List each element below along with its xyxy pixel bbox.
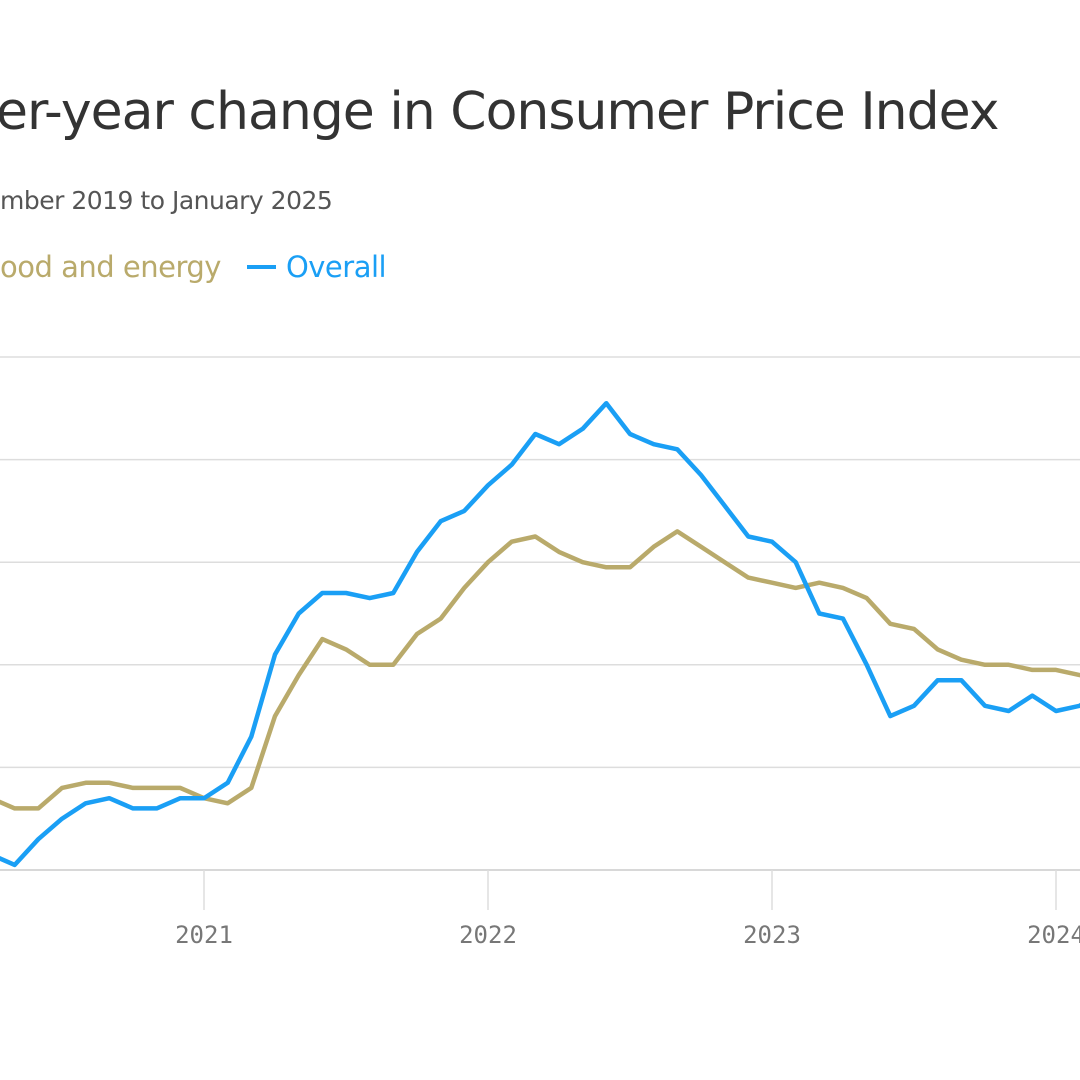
chart-subtitle: mber 2019 to January 2025: [0, 186, 333, 215]
legend-swatch-overall: [246, 265, 276, 269]
x-tick-label: 2024: [1027, 921, 1080, 949]
x-tick-label: 2023: [743, 921, 801, 949]
legend-label-overall: Overall: [285, 250, 387, 284]
series-line-core: [0, 529, 1080, 811]
legend-label-core: ood and energy: [0, 250, 221, 284]
chart-title: er-year change in Consumer Price Index: [0, 82, 999, 142]
legend: ood and energy Overall: [0, 250, 387, 284]
series-line-overall: [0, 400, 1080, 868]
x-tick-label: 2022: [459, 921, 517, 949]
x-tick-label: 2021: [175, 921, 233, 949]
